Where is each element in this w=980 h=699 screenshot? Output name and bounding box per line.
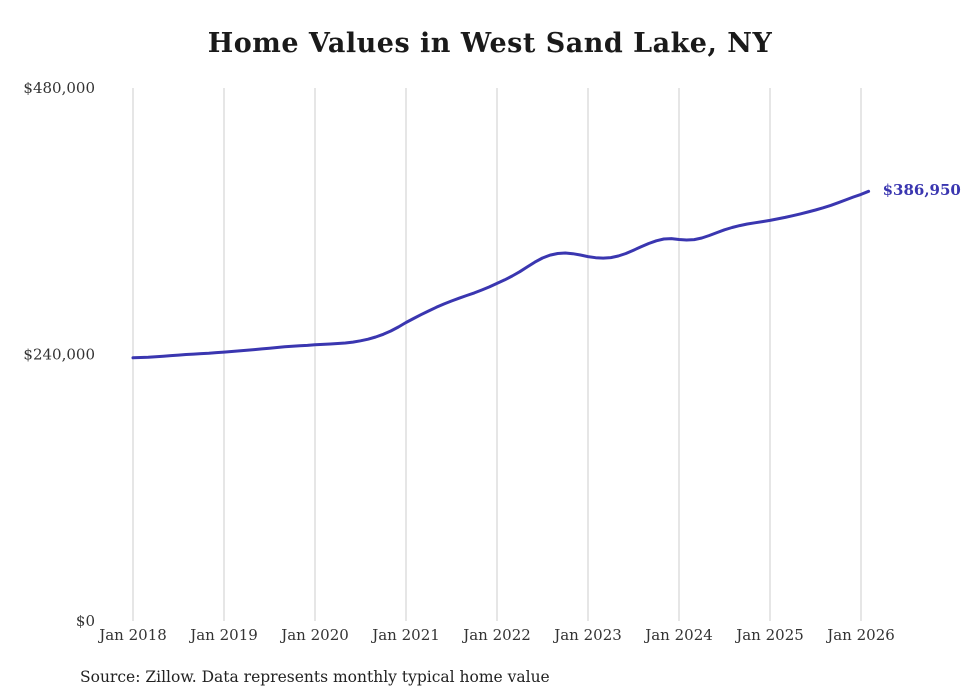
source-note: Source: Zillow. Data represents monthly … xyxy=(80,668,550,686)
y-tick-label: $240,000 xyxy=(23,346,95,364)
latest-value-label: $386,950 xyxy=(882,181,961,200)
x-tick-label: Jan 2023 xyxy=(552,626,622,644)
x-tick-label: Jan 2021 xyxy=(370,626,440,644)
x-tick-label: Jan 2024 xyxy=(643,626,713,644)
chart-title: Home Values in West Sand Lake, NY xyxy=(207,28,773,59)
x-tick-label: Jan 2020 xyxy=(279,626,349,644)
x-tick-label: Jan 2026 xyxy=(825,626,895,644)
y-tick-label: $480,000 xyxy=(23,79,95,97)
x-tick-label: Jan 2022 xyxy=(461,626,531,644)
x-tick-label: Jan 2018 xyxy=(97,626,167,644)
y-tick-label: $0 xyxy=(76,612,95,630)
x-tick-label: Jan 2019 xyxy=(188,626,258,644)
home-value-line xyxy=(131,189,871,360)
x-tick-label: Jan 2025 xyxy=(734,626,804,644)
